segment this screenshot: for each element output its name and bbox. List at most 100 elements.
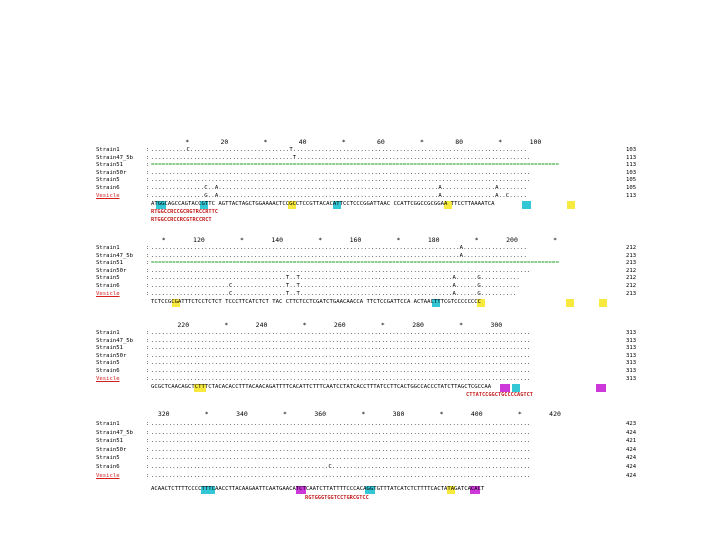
strain-name: Strain51 bbox=[96, 260, 123, 267]
position-count: 421 bbox=[626, 438, 637, 445]
strain-name: Strain47_5b bbox=[96, 252, 134, 259]
sequence-row: Strain5: ...............................… bbox=[96, 275, 637, 282]
strain-name: Strain50r bbox=[96, 352, 127, 359]
strain-name: Strain5 bbox=[96, 275, 120, 282]
strain-name: Strain51 bbox=[96, 438, 123, 445]
position-count: 105 bbox=[626, 177, 637, 184]
sequence-row: Strain6: ...............................… bbox=[96, 464, 637, 470]
sequence-row: Strain6: ......................C........… bbox=[96, 283, 637, 289]
sequence: ........................................… bbox=[151, 464, 531, 470]
strain-name: Strain50r bbox=[96, 446, 127, 453]
primer-site-highlight bbox=[172, 299, 180, 307]
strain-name: Strain47_5b bbox=[96, 429, 134, 436]
primer-site-highlight bbox=[567, 201, 575, 209]
sequence-row: Vesicle: ...............................… bbox=[96, 472, 637, 479]
sequence: ........................................… bbox=[151, 438, 531, 445]
strain-name: Strain47_5b bbox=[96, 154, 134, 161]
strain-name: Strain50r bbox=[96, 169, 127, 176]
primer-site-highlight bbox=[512, 384, 520, 392]
strain-name: Strain5 bbox=[96, 360, 120, 367]
strain-name: Strain1 bbox=[96, 330, 120, 336]
position-count: 212 bbox=[626, 267, 637, 274]
strain-name: Strain51 bbox=[96, 162, 123, 169]
position-count: 212 bbox=[626, 245, 637, 251]
sequence: ......................C...............T.… bbox=[151, 290, 517, 297]
sequence: ========================================… bbox=[151, 162, 559, 169]
sequence-row: Strain47_5b: ...........................… bbox=[96, 252, 637, 259]
strain-name: Strain6 bbox=[96, 368, 120, 374]
primer-sequence: RGTGGGTGGTCCTGRCGTCC bbox=[305, 495, 369, 501]
sequence: ..........C............................T… bbox=[151, 147, 528, 153]
sequence: ...............G..A.....................… bbox=[151, 192, 528, 199]
sequence: ...............C..A.....................… bbox=[151, 185, 528, 191]
sequence: ........................................… bbox=[151, 429, 531, 436]
primer-site-highlight bbox=[596, 384, 606, 392]
position-count: 313 bbox=[626, 368, 637, 374]
primer-sequence: RTGGCCRCCRCGTRCCRCT bbox=[151, 217, 212, 223]
strain-name: Strain1 bbox=[96, 421, 120, 427]
position-count: 313 bbox=[626, 360, 637, 367]
strain-name: Strain5 bbox=[96, 177, 120, 184]
position-count: 113 bbox=[626, 162, 637, 169]
position-count: 424 bbox=[626, 464, 637, 470]
primer-site-highlight bbox=[477, 299, 485, 307]
strain-name: Vesicle bbox=[96, 192, 120, 199]
primer-site-highlight bbox=[365, 486, 375, 494]
primer-site-highlight bbox=[296, 486, 306, 494]
position-count: 424 bbox=[626, 429, 637, 436]
strain-name: Strain5 bbox=[96, 455, 120, 462]
sequence: ........................................… bbox=[151, 177, 531, 184]
position-count: 113 bbox=[626, 192, 637, 199]
primer-sequence: RTGGCCRCCGCRGTRCCRTTC bbox=[151, 209, 218, 215]
sequence-row: Strain47_5b: ...........................… bbox=[96, 154, 637, 161]
sequence: ........................................… bbox=[151, 345, 531, 352]
strain-name: Strain1 bbox=[96, 147, 120, 153]
sequence-row: Strain1: ...............................… bbox=[96, 421, 637, 427]
sequence: ........................................… bbox=[151, 337, 531, 344]
sequence-row: Strain50r: .............................… bbox=[96, 352, 637, 359]
sequence-row: Vesicle: ...............................… bbox=[96, 375, 637, 382]
position-count: 103 bbox=[626, 147, 637, 153]
position-count: 313 bbox=[626, 337, 637, 344]
position-count: 213 bbox=[626, 260, 637, 267]
position-ruler: 320 * 340 * 360 * 380 * 400 * 420 bbox=[150, 410, 561, 418]
primer-site-highlight bbox=[333, 201, 341, 209]
sequence-row: Strain1: ...............................… bbox=[96, 330, 637, 336]
sequence: ........................................… bbox=[151, 169, 531, 176]
position-count: 424 bbox=[626, 455, 637, 462]
consensus-sequence: ACAACTCTTTTCCCCTTTCAACCTTACAAGAATTCAATGA… bbox=[151, 486, 485, 492]
sequence: ........................................… bbox=[151, 368, 531, 374]
sequence: ........................................… bbox=[151, 455, 531, 462]
position-ruler: 220 * 240 * 260 * 280 * 300 bbox=[150, 321, 503, 329]
position-count: 313 bbox=[626, 345, 637, 352]
primer-site-highlight bbox=[470, 486, 480, 494]
sequence-row: Strain51: ..............................… bbox=[96, 438, 637, 445]
primer-site-highlight bbox=[522, 201, 531, 209]
primer-site-highlight bbox=[500, 384, 510, 392]
primer-site-highlight bbox=[156, 201, 166, 209]
sequence-row: Strain51: ==============================… bbox=[96, 260, 637, 267]
sequence: ........................................… bbox=[151, 267, 531, 274]
sequence: ........................................… bbox=[151, 245, 528, 251]
primer-site-highlight bbox=[288, 201, 296, 209]
sequence: ........................................… bbox=[151, 375, 531, 382]
sequence-row: Strain50r: .............................… bbox=[96, 267, 637, 274]
sequence: ........................................… bbox=[151, 352, 531, 359]
sequence-row: Vesicle: ......................C........… bbox=[96, 290, 637, 297]
sequence: ........................................… bbox=[151, 421, 531, 427]
sequence: ........................................… bbox=[151, 330, 531, 336]
sequence-row: Strain6: ...............................… bbox=[96, 368, 637, 374]
position-count: 113 bbox=[626, 154, 637, 161]
strain-name: Strain6 bbox=[96, 185, 120, 191]
consensus-sequence: ATGGCAGCCAGTACCGTTC AGTTACTAGCTGGAAAACTC… bbox=[151, 201, 495, 207]
primer-sequence: CTTATCCGGCTGCCCCAGTCT bbox=[466, 392, 533, 398]
sequence-row: Strain50r: .............................… bbox=[96, 169, 637, 176]
sequence-row: Strain6: ...............C..A............… bbox=[96, 185, 637, 191]
sequence-row: Vesicle: ...............G..A............… bbox=[96, 192, 637, 199]
primer-site-highlight bbox=[432, 299, 440, 307]
sequence-row: Strain1: ...............................… bbox=[96, 245, 637, 251]
primer-site-highlight bbox=[447, 486, 455, 494]
consensus-sequence: GCGCTCAACAGCTCTTTCTACACACCTTTACAACAGATTT… bbox=[151, 384, 492, 390]
primer-site-highlight bbox=[194, 384, 206, 392]
position-ruler: * 120 * 140 * 160 * 180 * 200 * bbox=[150, 236, 557, 244]
